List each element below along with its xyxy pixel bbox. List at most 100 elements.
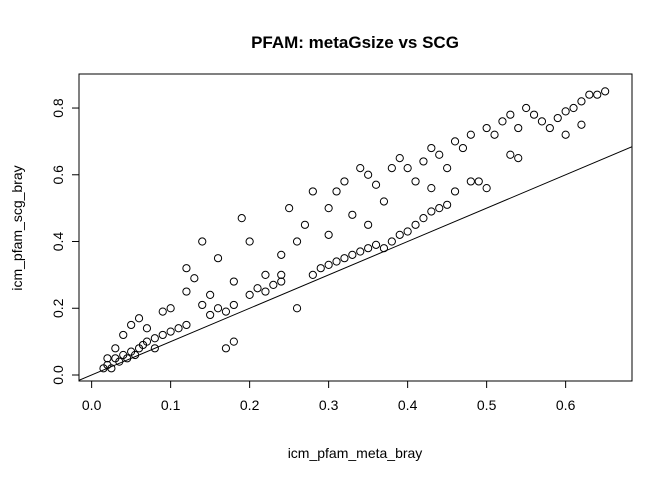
point [123, 354, 132, 363]
point [229, 277, 238, 286]
point [537, 117, 547, 126]
point [142, 324, 152, 333]
point [371, 180, 381, 189]
point [450, 137, 460, 146]
point [316, 264, 325, 273]
point [324, 204, 333, 213]
point [182, 320, 191, 330]
plot-box [78, 73, 633, 382]
point [340, 254, 349, 263]
point [419, 157, 428, 166]
point [300, 220, 310, 229]
point [134, 314, 144, 323]
point [474, 177, 483, 186]
point [514, 123, 523, 133]
point [356, 164, 365, 173]
point [190, 274, 199, 283]
y-tick-label: 0.2 [50, 298, 66, 318]
point [158, 330, 167, 340]
point [387, 237, 396, 246]
point [450, 187, 460, 196]
point [387, 164, 396, 173]
point [166, 304, 175, 313]
point [130, 350, 140, 360]
point [253, 284, 262, 293]
y-tick-label: 0.4 [50, 232, 66, 252]
chart-title: PFAM: metaGsize vs SCG [251, 33, 459, 52]
point [308, 187, 317, 196]
point [292, 237, 302, 246]
point [561, 107, 570, 116]
point [506, 110, 515, 119]
point [395, 230, 404, 239]
point [221, 344, 231, 353]
point [107, 364, 116, 373]
x-tick-label: 0.3 [319, 397, 339, 413]
point [332, 187, 341, 196]
point [482, 184, 491, 193]
point [466, 177, 475, 186]
point [585, 90, 594, 99]
point [364, 170, 373, 179]
reference-line [79, 146, 632, 381]
point [229, 300, 238, 310]
point [324, 230, 333, 239]
point [348, 250, 357, 259]
point [371, 240, 381, 249]
point [285, 204, 294, 213]
point [245, 237, 254, 246]
point [443, 200, 452, 209]
point [403, 227, 412, 236]
point [103, 354, 112, 363]
point [379, 244, 389, 253]
point [427, 207, 436, 216]
point [277, 277, 286, 286]
point [277, 270, 286, 279]
point [379, 197, 389, 206]
point [545, 123, 554, 133]
point [411, 177, 420, 186]
point [601, 87, 610, 96]
point [277, 250, 286, 259]
point [569, 103, 578, 113]
point [261, 287, 270, 296]
point [435, 204, 444, 213]
point [514, 153, 523, 163]
point [166, 327, 175, 336]
point [553, 113, 562, 123]
y-tick-label: 0.0 [50, 365, 66, 385]
point [206, 310, 215, 320]
point [395, 153, 404, 163]
point [332, 257, 341, 266]
point [443, 164, 452, 173]
point [182, 264, 191, 273]
point [593, 90, 602, 99]
x-axis-label: icm_pfam_meta_bray [288, 445, 423, 461]
point [364, 244, 373, 253]
point [292, 304, 302, 313]
point [364, 220, 373, 229]
point [245, 290, 254, 300]
point [427, 184, 436, 193]
point [356, 247, 365, 256]
point [142, 337, 152, 346]
point [324, 260, 333, 269]
point [182, 287, 191, 296]
point [111, 344, 120, 353]
point [127, 320, 136, 330]
x-tick-label: 0.0 [82, 397, 102, 413]
x-tick-label: 0.5 [477, 397, 497, 413]
point [458, 143, 468, 153]
point [198, 300, 207, 310]
point [115, 357, 124, 366]
point [482, 123, 491, 133]
point [221, 307, 231, 316]
point [213, 254, 223, 263]
point [158, 307, 167, 316]
point [490, 130, 499, 139]
x-tick-label: 0.6 [556, 397, 576, 413]
point [498, 117, 507, 126]
point [411, 220, 420, 229]
y-axis-label: icm_pfam_scg_bray [9, 165, 25, 290]
